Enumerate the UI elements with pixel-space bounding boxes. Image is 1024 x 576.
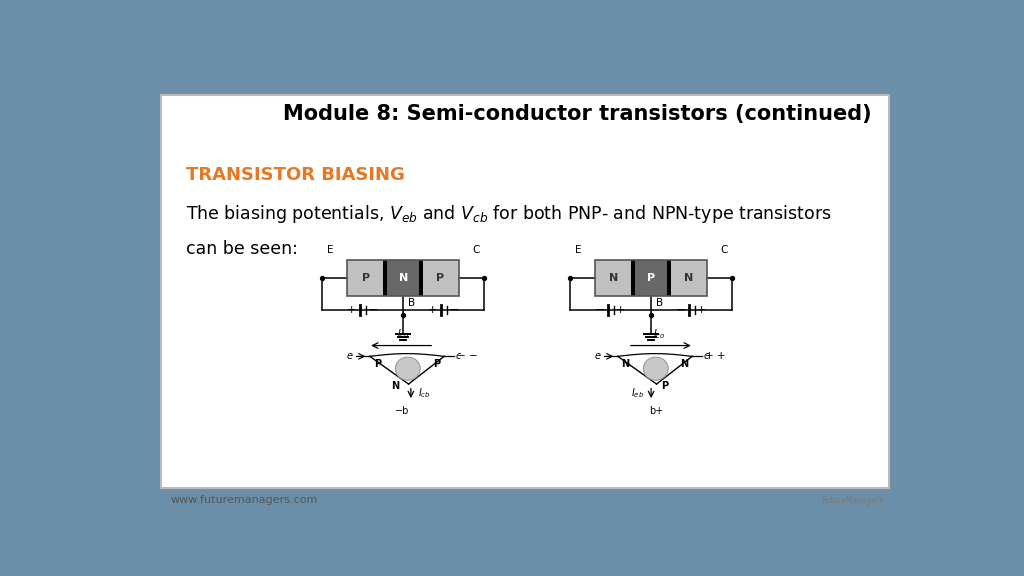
Text: The biasing potentials, $V_{eb}$ and $V_{cb}$ for both PNP- and NPN-type transis: The biasing potentials, $V_{eb}$ and $V_… bbox=[186, 203, 831, 225]
Text: P: P bbox=[361, 273, 370, 283]
Text: E: E bbox=[574, 245, 582, 255]
Text: b+: b+ bbox=[649, 407, 664, 416]
Text: c: c bbox=[455, 351, 461, 361]
Text: P: P bbox=[433, 359, 440, 369]
Bar bbox=[668, 260, 671, 295]
Text: TRANSISTOR BIASING: TRANSISTOR BIASING bbox=[186, 166, 406, 184]
Text: −: − bbox=[368, 304, 378, 317]
Text: B: B bbox=[655, 298, 663, 308]
Bar bbox=[595, 260, 633, 295]
Text: + +: + + bbox=[705, 351, 725, 361]
Text: E: E bbox=[327, 245, 333, 255]
Text: −b: −b bbox=[395, 407, 410, 416]
Text: c: c bbox=[703, 351, 709, 361]
Bar bbox=[347, 260, 385, 295]
Text: − −: − − bbox=[457, 351, 477, 361]
Text: N: N bbox=[684, 273, 693, 283]
Text: P: P bbox=[436, 273, 444, 283]
Text: P: P bbox=[374, 359, 381, 369]
Text: +: + bbox=[347, 305, 356, 315]
Text: −: − bbox=[676, 304, 686, 317]
Text: −: − bbox=[595, 304, 605, 317]
Bar bbox=[419, 260, 423, 295]
Bar bbox=[595, 260, 708, 295]
Text: N: N bbox=[398, 273, 408, 283]
Text: +: + bbox=[697, 305, 707, 315]
FancyBboxPatch shape bbox=[161, 95, 889, 488]
Text: B: B bbox=[408, 298, 415, 308]
Text: $I_{co}$: $I_{co}$ bbox=[397, 327, 410, 341]
Ellipse shape bbox=[643, 357, 669, 380]
Text: P: P bbox=[660, 381, 668, 391]
Text: +: + bbox=[428, 305, 437, 315]
Bar bbox=[669, 260, 708, 295]
Text: P: P bbox=[647, 273, 655, 283]
Text: can be seen:: can be seen: bbox=[186, 240, 298, 258]
Text: N: N bbox=[609, 273, 618, 283]
Bar bbox=[593, 259, 709, 297]
Bar bbox=[633, 260, 669, 295]
Bar bbox=[631, 260, 635, 295]
Text: Module 8: Semi-conductor transistors (continued): Module 8: Semi-conductor transistors (co… bbox=[284, 104, 872, 124]
Bar bbox=[345, 259, 461, 297]
Text: +: + bbox=[616, 305, 626, 315]
Ellipse shape bbox=[395, 357, 420, 380]
Text: N: N bbox=[680, 359, 688, 369]
Text: C: C bbox=[473, 245, 480, 255]
Text: $I_{cb}$: $I_{cb}$ bbox=[418, 386, 430, 400]
Text: −: − bbox=[449, 304, 459, 317]
Text: FutureManagers: FutureManagers bbox=[821, 496, 884, 505]
Bar bbox=[385, 260, 421, 295]
Text: N: N bbox=[391, 381, 399, 391]
Text: www.futuremanagers.com: www.futuremanagers.com bbox=[171, 495, 318, 505]
Text: $I_{eb}$: $I_{eb}$ bbox=[631, 386, 644, 400]
Text: N: N bbox=[622, 359, 630, 369]
Bar bbox=[421, 260, 460, 295]
Text: C: C bbox=[721, 245, 728, 255]
Text: e: e bbox=[595, 351, 601, 361]
Bar bbox=[383, 260, 387, 295]
Text: $I_{co}$: $I_{co}$ bbox=[652, 327, 666, 341]
Bar bbox=[347, 260, 460, 295]
Text: e: e bbox=[347, 351, 352, 361]
